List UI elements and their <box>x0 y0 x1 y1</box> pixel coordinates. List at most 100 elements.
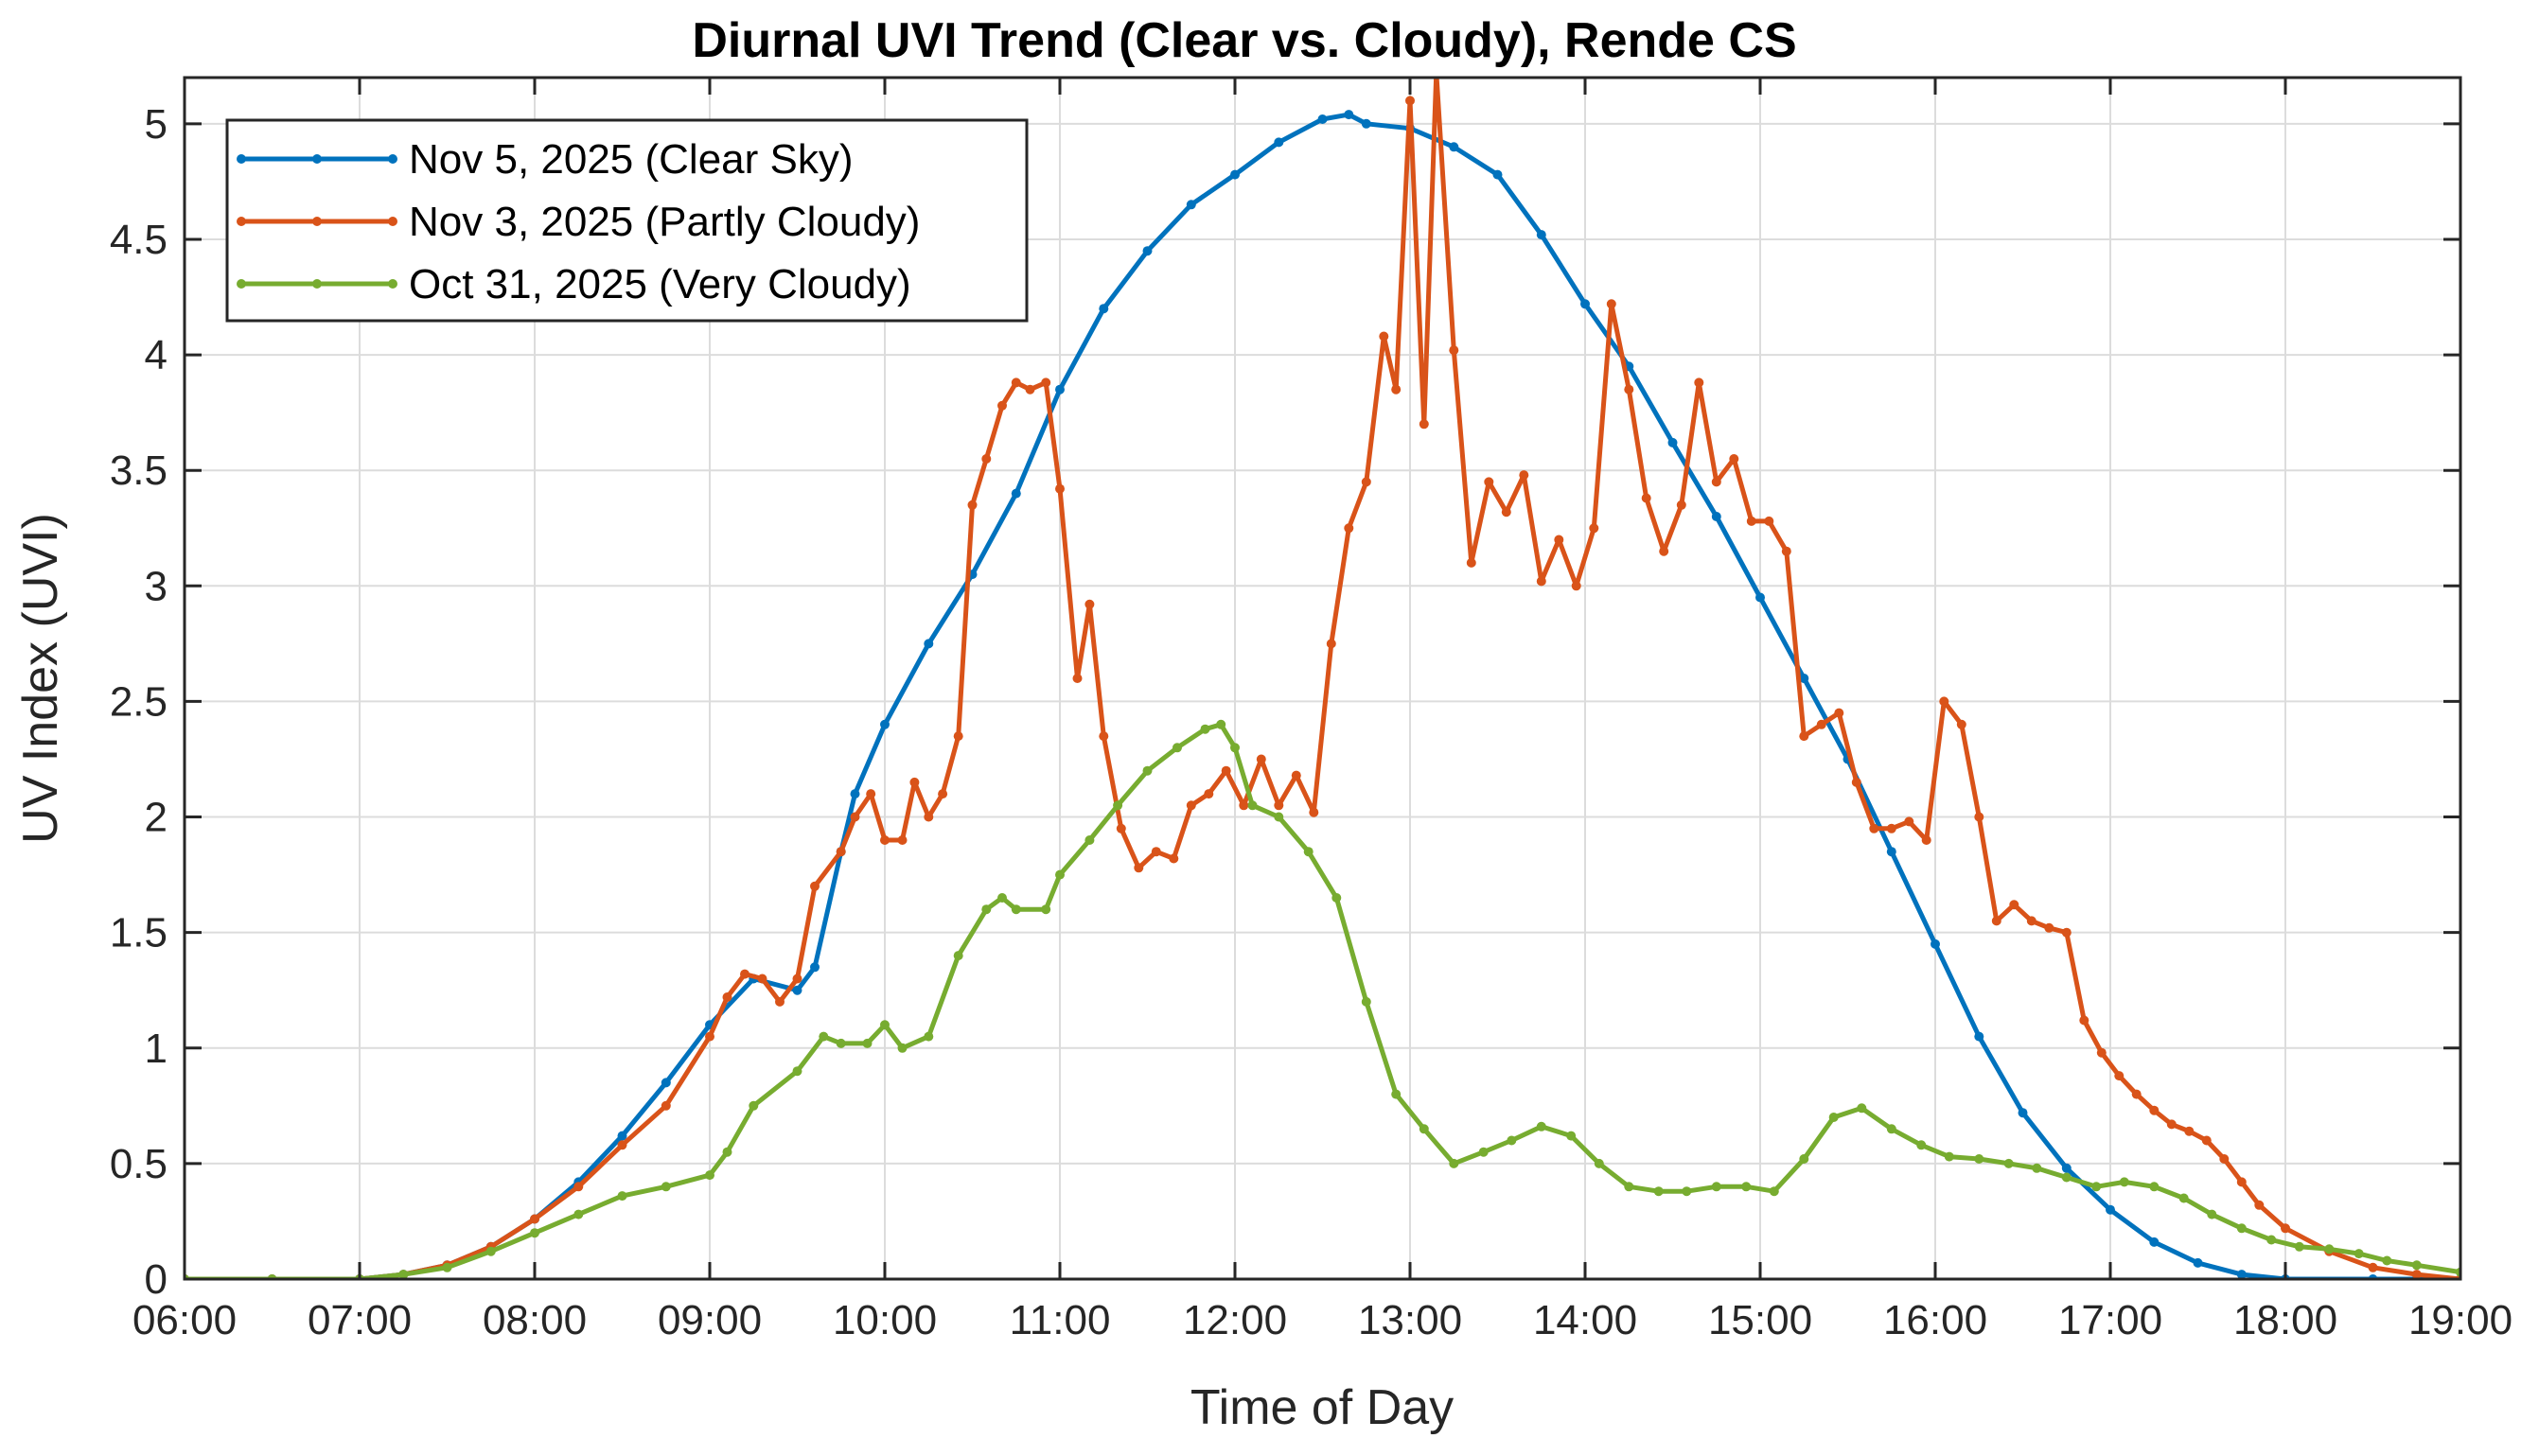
data-point-partly-cloudy <box>1606 299 1616 309</box>
data-point-clear-sky <box>1186 200 1196 210</box>
data-point-clear-sky <box>2106 1204 2115 1215</box>
data-point-partly-cloudy <box>1361 477 1371 487</box>
data-point-partly-cloudy <box>1309 807 1319 817</box>
data-point-partly-cloudy <box>1886 823 1896 833</box>
data-point-very-cloudy <box>617 1191 627 1202</box>
data-point-clear-sky <box>1099 304 1109 314</box>
data-point-very-cloudy <box>2324 1244 2335 1254</box>
data-point-clear-sky <box>2018 1108 2028 1118</box>
legend-marker <box>237 154 246 164</box>
data-point-partly-cloudy <box>1186 800 1196 811</box>
data-point-very-cloudy <box>2003 1158 2014 1168</box>
data-point-partly-cloudy <box>2166 1119 2177 1130</box>
data-point-partly-cloudy <box>740 969 749 979</box>
data-point-clear-sky <box>2061 1163 2072 1173</box>
data-point-partly-cloudy <box>2236 1177 2247 1187</box>
data-point-very-cloudy <box>1886 1124 1896 1134</box>
data-point-clear-sky <box>1142 246 1153 256</box>
data-point-very-cloudy <box>1682 1186 1692 1197</box>
data-point-clear-sky <box>792 985 802 995</box>
data-point-partly-cloudy <box>1554 535 1564 545</box>
data-point-partly-cloudy <box>981 454 992 464</box>
x-tick-label: 15:00 <box>1708 1297 1812 1343</box>
data-point-clear-sky <box>1011 488 1021 499</box>
data-point-partly-cloudy <box>1991 916 2001 926</box>
data-point-partly-cloudy <box>953 731 963 742</box>
x-axis-ticks: 06:00 07:00 08:00 09:00 10:00 11:00 12:00 13:00… <box>132 78 2513 1343</box>
data-point-clear-sky <box>1344 110 1354 120</box>
data-point-very-cloudy <box>722 1147 732 1157</box>
data-point-very-cloudy <box>1247 800 1258 811</box>
data-point-very-cloudy <box>1711 1182 1721 1192</box>
data-point-partly-cloudy <box>1011 377 1021 388</box>
y-tick-label: 1 <box>145 1026 168 1072</box>
data-point-very-cloudy <box>2266 1235 2277 1245</box>
data-point-partly-cloudy <box>1221 765 1231 776</box>
legend-marker <box>312 217 322 226</box>
data-point-very-cloudy <box>1113 800 1123 811</box>
data-point-partly-cloudy <box>1134 863 1144 873</box>
data-point-clear-sky <box>1931 939 1940 949</box>
x-tick-label: 14:00 <box>1533 1297 1637 1343</box>
data-point-partly-cloudy <box>1256 754 1266 764</box>
data-point-clear-sky <box>1492 169 1503 180</box>
plot-frame <box>183 76 2462 1281</box>
data-point-very-cloudy <box>2119 1177 2129 1187</box>
data-point-very-cloudy <box>2091 1182 2102 1192</box>
data-point-partly-cloudy <box>967 500 978 510</box>
y-tick-label: 3.5 <box>110 447 168 494</box>
data-point-partly-cloudy <box>2114 1071 2125 1081</box>
data-point-very-cloudy <box>2294 1241 2304 1252</box>
data-point-very-cloudy <box>1011 904 1021 915</box>
data-point-partly-cloudy <box>1571 581 1581 591</box>
data-point-clear-sky <box>850 789 860 799</box>
data-point-partly-cloudy <box>1834 708 1844 718</box>
data-point-partly-cloudy <box>1466 557 1476 568</box>
data-point-partly-cloudy <box>2281 1223 2290 1234</box>
data-point-partly-cloudy <box>1624 384 1634 395</box>
data-point-very-cloudy <box>792 1066 802 1077</box>
data-point-clear-sky <box>1449 142 1459 152</box>
data-point-very-cloudy <box>1173 743 1182 753</box>
data-point-clear-sky <box>617 1131 627 1141</box>
data-point-clear-sky <box>1274 137 1284 148</box>
data-point-partly-cloudy <box>909 777 920 787</box>
data-point-very-cloudy <box>2236 1223 2247 1234</box>
data-point-partly-cloudy <box>924 812 934 822</box>
data-point-partly-cloudy <box>2009 900 2019 910</box>
data-point-partly-cloudy <box>1781 546 1791 556</box>
data-point-partly-cloudy <box>1764 516 1774 526</box>
data-point-partly-cloudy <box>1025 384 1035 395</box>
legend-label-very-cloudy: Oct 31, 2025 (Very Cloudy) <box>409 261 911 307</box>
data-point-partly-cloudy <box>1204 789 1214 799</box>
data-point-partly-cloudy <box>850 812 860 822</box>
data-point-very-cloudy <box>2149 1182 2160 1192</box>
data-point-partly-cloudy <box>2201 1135 2212 1146</box>
y-tick-label: 1.5 <box>110 910 168 956</box>
x-tick-label: 17:00 <box>2058 1297 2162 1343</box>
data-point-partly-cloudy <box>1974 812 1984 822</box>
legend-marker <box>312 279 322 289</box>
data-point-very-cloudy <box>1142 765 1153 776</box>
y-axis-label: UV Index (UVI) <box>13 513 68 844</box>
data-point-partly-cloudy <box>1641 493 1651 503</box>
data-point-partly-cloudy <box>1239 800 1249 811</box>
data-point-very-cloudy <box>981 904 992 915</box>
data-point-clear-sky <box>1580 299 1590 309</box>
data-point-very-cloudy <box>1624 1182 1634 1192</box>
data-point-very-cloudy <box>1653 1186 1664 1197</box>
data-point-partly-cloudy <box>722 992 732 1002</box>
series-partly-cloudy <box>185 78 2460 1279</box>
y-tick-label: 0.5 <box>110 1141 168 1187</box>
data-point-clear-sky <box>880 719 890 729</box>
y-tick-label: 2.5 <box>110 678 168 725</box>
data-point-partly-cloudy <box>997 400 1007 411</box>
data-point-partly-cloudy <box>1449 345 1459 356</box>
data-point-partly-cloudy <box>810 881 820 891</box>
data-point-partly-cloudy <box>938 789 948 799</box>
series-very-cloudy <box>185 719 2460 1279</box>
data-point-partly-cloudy <box>2254 1200 2265 1210</box>
data-point-very-cloudy <box>573 1209 584 1219</box>
x-tick-label: 09:00 <box>658 1297 762 1343</box>
x-tick-label: 07:00 <box>308 1297 412 1343</box>
